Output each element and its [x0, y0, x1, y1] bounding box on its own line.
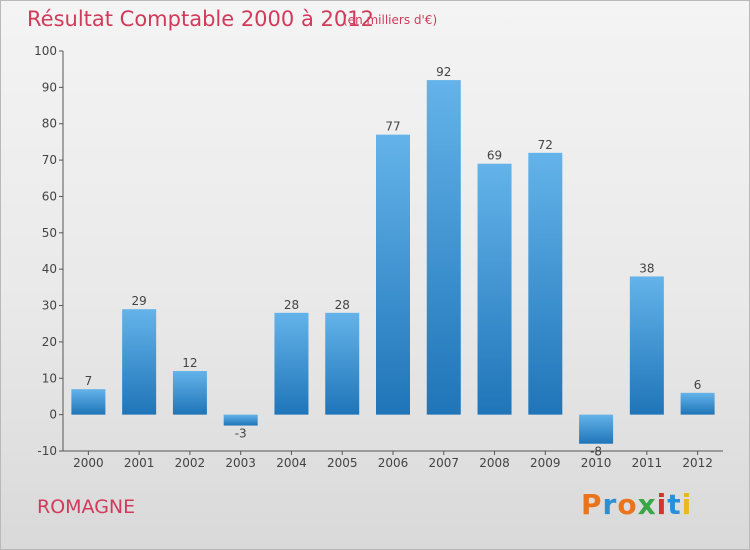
- y-tick-label: 60: [42, 189, 57, 203]
- x-tick-label: 2004: [276, 456, 307, 470]
- bar-2001[interactable]: [122, 309, 157, 415]
- value-label: 7: [85, 374, 93, 388]
- value-label: -3: [235, 427, 247, 441]
- x-tick-label: 2001: [124, 456, 155, 470]
- chart-subtitle: (en milliers d'€): [343, 13, 438, 27]
- value-label: 92: [436, 65, 451, 79]
- x-tick-label: 2005: [327, 456, 358, 470]
- value-label: 6: [694, 378, 702, 392]
- y-tick-label: -10: [37, 444, 57, 458]
- value-label: 28: [284, 298, 299, 312]
- chart-title: Résultat Comptable 2000 à 2012: [27, 7, 374, 31]
- bar-2002[interactable]: [172, 371, 207, 415]
- bar-2008[interactable]: [477, 163, 512, 415]
- brand-letter: t: [667, 488, 682, 521]
- value-label: 29: [132, 294, 147, 308]
- x-tick-label: 2000: [73, 456, 104, 470]
- brand-letter: x: [637, 488, 657, 521]
- y-tick-label: 50: [42, 226, 57, 240]
- x-tick-label: 2012: [682, 456, 713, 470]
- x-tick-label: 2009: [530, 456, 561, 470]
- bar-2012[interactable]: [680, 392, 715, 415]
- x-tick-label: 2003: [225, 456, 256, 470]
- brand-letter: i: [681, 488, 693, 521]
- bar-2006[interactable]: [376, 134, 410, 415]
- y-tick-label: 100: [34, 44, 57, 58]
- x-tick-label: 2008: [479, 456, 510, 470]
- value-label: 69: [487, 149, 502, 163]
- value-label: -8: [590, 445, 602, 459]
- y-tick-label: 30: [42, 299, 57, 313]
- x-tick-label: 2006: [378, 456, 409, 470]
- brand-letter: o: [617, 488, 638, 521]
- y-tick-label: 80: [42, 117, 57, 131]
- commune-name: ROMAGNE: [37, 496, 136, 518]
- value-label: 77: [385, 120, 400, 134]
- brand-letter: i: [656, 488, 668, 521]
- y-tick-label: 70: [42, 153, 57, 167]
- bar-2007[interactable]: [426, 80, 461, 415]
- proxiti-logo[interactable]: Proxiti: [581, 488, 692, 521]
- value-label: 28: [335, 298, 350, 312]
- value-label: 72: [538, 138, 553, 152]
- x-tick-label: 2002: [175, 456, 206, 470]
- y-tick-label: 10: [42, 371, 57, 385]
- brand-letter: P: [581, 488, 603, 521]
- y-tick-label: 20: [42, 335, 57, 349]
- bar-2000[interactable]: [71, 389, 106, 415]
- y-tick-label: 0: [49, 408, 57, 422]
- bar-2004[interactable]: [274, 312, 309, 415]
- bar-2011[interactable]: [629, 276, 664, 415]
- x-tick-label: 2010: [581, 456, 612, 470]
- x-tick-label: 2011: [632, 456, 663, 470]
- bar-2009[interactable]: [528, 152, 563, 415]
- bar-2003[interactable]: [223, 414, 258, 426]
- y-tick-label: 40: [42, 262, 57, 276]
- brand-letter: r: [602, 488, 618, 521]
- bar-2010[interactable]: [579, 414, 614, 444]
- y-tick-label: 90: [42, 80, 57, 94]
- value-label: 12: [182, 356, 197, 370]
- bar-2005[interactable]: [325, 312, 360, 415]
- x-tick-label: 2007: [428, 456, 459, 470]
- value-label: 38: [639, 261, 654, 275]
